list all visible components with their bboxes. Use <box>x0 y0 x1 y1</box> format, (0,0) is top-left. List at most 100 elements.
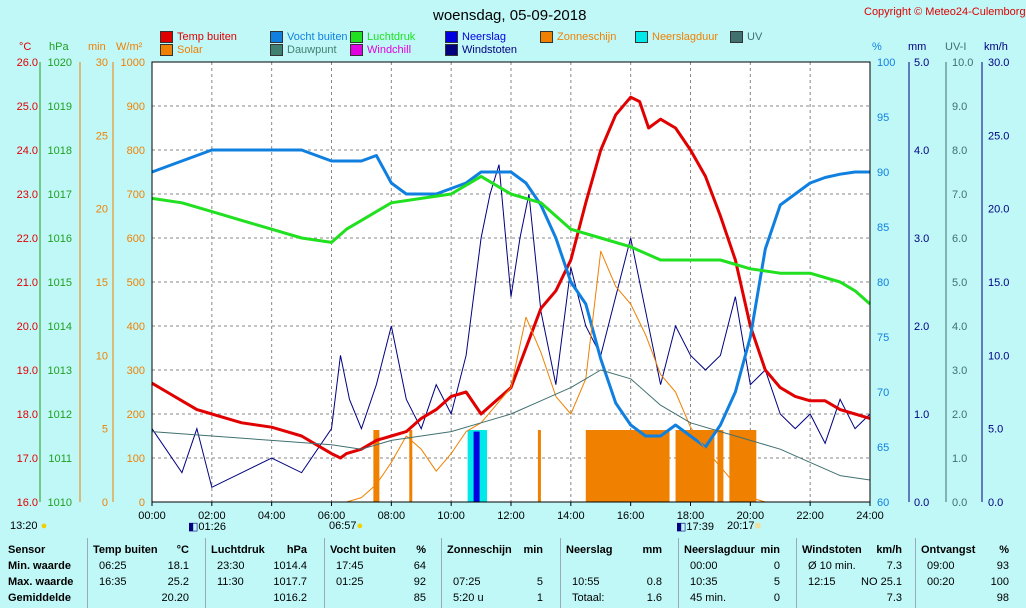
legend-swatch <box>270 31 283 43</box>
x-tick-label: 22:00 <box>796 510 824 522</box>
moon-icon: ◧ <box>188 521 199 533</box>
table-cell-time: Totaal: <box>572 592 605 604</box>
table-header: Luchtdruk <box>211 544 265 556</box>
series-uv-line <box>151 369 871 481</box>
axis-tick-solar: 700 <box>127 189 145 201</box>
sunrise-time: 13:20 <box>10 520 38 532</box>
axis-tick-wind: 0.0 <box>988 497 1003 509</box>
axis-tick-humidity: 90 <box>877 167 889 179</box>
axis-tick-pressure: 1020 <box>48 57 72 69</box>
series-lines <box>151 95 871 503</box>
legend-item: Dauwpunt <box>270 44 337 56</box>
axis-tick-humidity: 100 <box>877 57 895 69</box>
legend-label: Luchtdruk <box>367 31 416 43</box>
axis-tick-humidity: 80 <box>877 277 889 289</box>
axis-tick-pressure: 1018 <box>48 145 72 157</box>
legend-swatch <box>730 31 743 43</box>
x-tick-label: 14:00 <box>557 510 585 522</box>
table-cell-value: 7.3 <box>886 560 902 572</box>
legend-item: Neerslag <box>445 31 506 43</box>
table-cell-time: 11:30 <box>217 576 244 588</box>
marker-d: 20:17■ <box>727 520 761 532</box>
table-cell-time: 12:15 <box>808 576 836 588</box>
table-cell-value: 1016.2 <box>273 592 307 604</box>
legend-item: Temp buiten <box>160 31 237 43</box>
axis-tick-pressure: 1013 <box>48 365 72 377</box>
axis-tick-pressure: 1012 <box>48 409 72 421</box>
legend-swatch <box>445 44 458 56</box>
legend-label: Neerslagduur <box>652 31 719 43</box>
axis-tick-uv: 1.0 <box>952 453 967 465</box>
axis-tick-humidity: 65 <box>877 442 889 454</box>
axis-tick-wind: 15.0 <box>988 277 1009 289</box>
axis-tick-pressure: 1010 <box>48 497 72 509</box>
axis-tick-minutes: 20 <box>96 204 108 216</box>
table-separator <box>441 538 442 608</box>
axis-tick-solar: 500 <box>127 277 145 289</box>
axis-tick-uv: 7.0 <box>952 189 967 201</box>
axis-tick-temp: 22.0 <box>17 233 38 245</box>
x-tick-label: 24:00 <box>856 510 884 522</box>
axis-tick-temp: 21.0 <box>17 277 38 289</box>
table-cell-value: 5 <box>536 576 543 588</box>
table-cell-value: 0 <box>773 560 780 572</box>
table-separator <box>87 538 88 608</box>
legend-item: Neerslagduur <box>635 31 718 43</box>
axis-tick-temp: 26.0 <box>17 57 38 69</box>
zonneschijn-bar <box>717 430 724 502</box>
table-cell-time: 10:35 <box>690 576 718 588</box>
table-header-unit: min <box>523 544 543 556</box>
axis-tick-solar: 100 <box>127 453 145 465</box>
marker-b: 06:57● <box>329 520 363 532</box>
axis-tick-pressure: 1016 <box>48 233 72 245</box>
table-cell-time: 17:45 <box>336 560 364 572</box>
axis-tick-pressure: 1017 <box>48 189 72 201</box>
legend-label: Solar <box>177 44 203 56</box>
table-row-label: Min. waarde <box>8 560 71 572</box>
axis-tick-temp: 16.0 <box>17 497 38 509</box>
axis-tick-uv: 8.0 <box>952 145 967 157</box>
table-cell-value: 7.3 <box>886 592 902 604</box>
table-cell-time: Ø 10 min. <box>808 560 856 572</box>
axis-tick-temp: 25.0 <box>17 101 38 113</box>
axis-tick-rain: 4.0 <box>914 145 929 157</box>
x-tick-label: 04:00 <box>258 510 286 522</box>
axis-tick-uv: 5.0 <box>952 277 967 289</box>
table-cell-value: 93 <box>996 560 1009 572</box>
series-solar-line <box>152 250 870 503</box>
axis-tick-solar: 600 <box>127 233 145 245</box>
axis-tick-minutes: 30 <box>96 57 108 69</box>
axis-tick-minutes: 0 <box>102 497 108 509</box>
axis-tick-temp: 23.0 <box>17 189 38 201</box>
weather-chart: 26.0 25.0 24.0 23.0 22.0 21.0 20.0 19.0 18.0 17.0… <box>17 57 1010 522</box>
axis-tick-uv: 0.0 <box>952 497 967 509</box>
table-row-label: Gemiddelde <box>8 592 71 604</box>
table-cell-time: 10:55 <box>572 576 600 588</box>
axis-tick-wind: 30.0 <box>988 57 1009 69</box>
table-header: Zonneschijn <box>447 544 512 556</box>
stats-table: Sensor Temp buiten °C Luchtdruk hPa Vocht bui… <box>0 538 1026 608</box>
table-header-unit: km/h <box>876 544 902 556</box>
table-header-unit: min <box>760 544 780 556</box>
legend-item: Windchill <box>350 44 411 56</box>
legend-label: Dauwpunt <box>287 44 337 56</box>
sun-icon: ● <box>40 520 48 532</box>
series-vocht-buiten-line <box>151 148 870 449</box>
axis-tick-solar: 300 <box>127 365 145 377</box>
series-luchtdruk-line <box>151 174 871 306</box>
table-cell-time: 01:25 <box>336 576 364 588</box>
axis-tick-humidity: 70 <box>877 387 889 399</box>
axis-tick-pressure: 1019 <box>48 101 72 113</box>
axis-tick-solar: 800 <box>127 145 145 157</box>
table-header: Vocht buiten <box>330 544 396 556</box>
table-separator <box>205 538 206 608</box>
legend-swatch <box>270 44 283 56</box>
legend-label: Temp buiten <box>177 31 237 43</box>
x-tick-label: 10:00 <box>437 510 465 522</box>
legend-swatch <box>350 31 363 43</box>
axis-tick-uv: 4.0 <box>952 321 967 333</box>
x-tick-label: 06:00 <box>318 510 346 522</box>
table-cell-time: 06:25 <box>99 560 127 572</box>
table-row-label: Max. waarde <box>8 576 74 588</box>
axis-tick-temp: 17.0 <box>17 453 38 465</box>
